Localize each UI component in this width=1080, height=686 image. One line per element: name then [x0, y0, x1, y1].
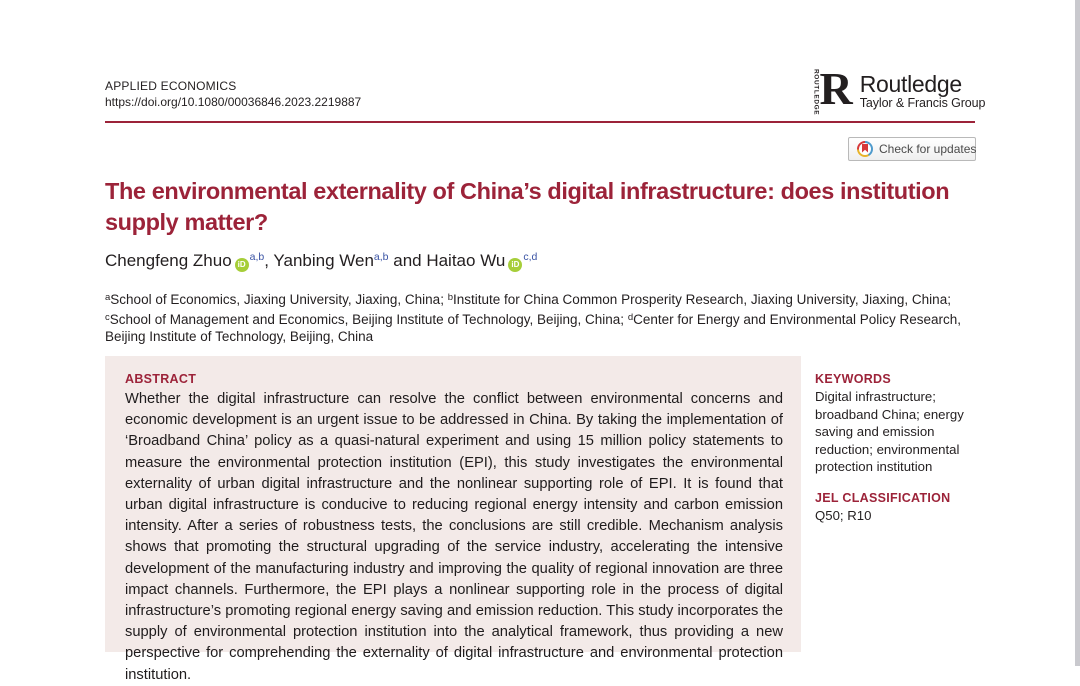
author-superscript: a,b — [373, 251, 389, 263]
article-meta-column: KEYWORDS Digital infrastructure; broadba… — [815, 372, 985, 524]
author-separator: , — [264, 251, 274, 270]
window-edge-strip — [1075, 0, 1080, 666]
abstract-heading: ABSTRACT — [125, 372, 197, 386]
orcid-icon[interactable]: iD — [234, 258, 249, 272]
author-name: Haitao Wu — [426, 251, 506, 270]
author-name: Chengfeng Zhuo — [105, 251, 232, 270]
doi-link[interactable]: https://doi.org/10.1080/00036846.2023.22… — [105, 95, 362, 109]
affiliation-text: Center for Energy and Environmental Poli… — [105, 311, 962, 345]
crossmark-icon — [857, 141, 873, 157]
journal-header: APPLIED ECONOMICS https://doi.org/10.108… — [105, 78, 361, 110]
affiliation-text: Institute for China Common Prosperity Re… — [453, 292, 951, 307]
affiliation-superscript: c — [105, 311, 110, 323]
abstract-panel: ABSTRACT Whether the digital infrastruct… — [105, 356, 801, 683]
journal-name: APPLIED ECONOMICS — [105, 79, 237, 93]
author-superscript: a,b — [249, 251, 265, 263]
publisher-logo: ROUTLEDGE R Routledge Taylor & Francis G… — [812, 63, 986, 116]
author-separator: and — [388, 251, 427, 270]
affiliation-text: School of Management and Economics, Beij… — [109, 311, 628, 327]
publisher-name: Routledge — [859, 71, 962, 97]
publisher-tagline: Taylor & Francis Group — [859, 96, 986, 110]
routledge-r-letter: R — [819, 63, 853, 114]
jel-text: Q50; R10 — [815, 507, 872, 523]
affiliation-superscript: a — [105, 292, 111, 303]
abstract-text: Whether the digital infrastructure can r… — [125, 391, 783, 683]
affiliation-superscript: b — [447, 292, 453, 303]
routledge-vertical-text: ROUTLEDGE — [812, 69, 820, 116]
check-for-updates-label: Check for updates — [879, 142, 977, 156]
author-name: Yanbing Wen — [273, 251, 374, 270]
affiliations: aSchool of Economics, Jiaxing University… — [105, 289, 981, 346]
header-divider-rule — [105, 121, 975, 123]
affiliation-superscript: d — [627, 311, 634, 323]
article-first-page: APPLIED ECONOMICS https://doi.org/10.108… — [0, 0, 1080, 666]
orcid-icon[interactable]: iD — [508, 258, 523, 272]
authors-line: Chengfeng Zhuo iDa,b, Yanbing Wena,b and … — [105, 246, 537, 272]
jel-heading: JEL CLASSIFICATION — [815, 490, 951, 505]
article-title: The environmental externality of China’s… — [105, 178, 950, 235]
affiliation-text: School of Economics, Jiaxing University,… — [110, 292, 448, 307]
author-superscript: c,d — [523, 251, 538, 263]
check-for-updates-button[interactable]: Check for updates — [848, 137, 976, 161]
keywords-text: Digital infrastructure; broadband China;… — [815, 389, 964, 474]
routledge-r-mark: ROUTLEDGE R — [812, 63, 853, 116]
keywords-heading: KEYWORDS — [815, 372, 892, 386]
